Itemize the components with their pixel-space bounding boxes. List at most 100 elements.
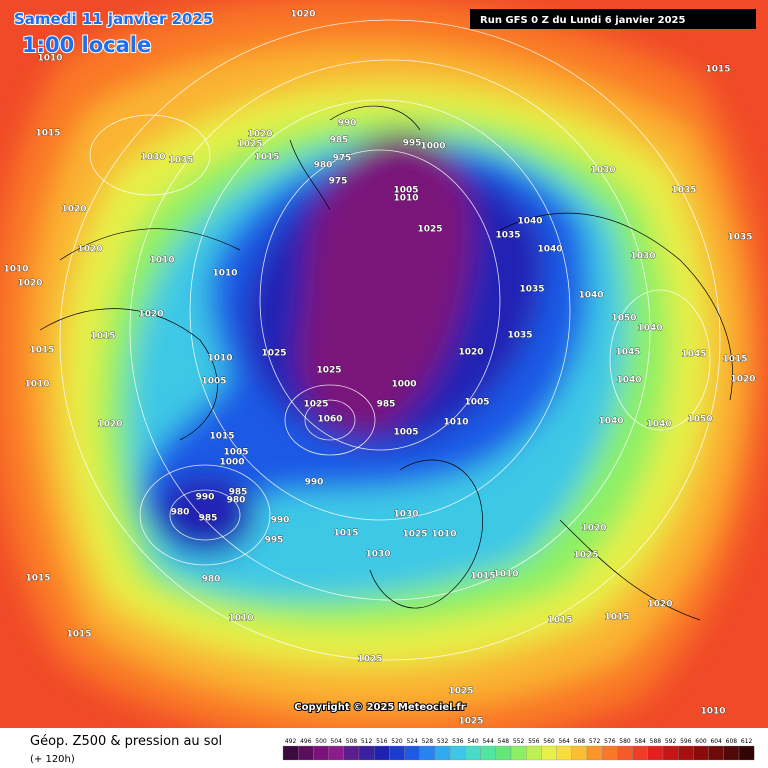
isobar-label: 1000 bbox=[391, 380, 416, 390]
map bbox=[0, 0, 768, 728]
isobar-label: 1040 bbox=[637, 324, 662, 334]
isobar-label: 1010 bbox=[431, 530, 456, 540]
isobar-label: 1020 bbox=[61, 205, 86, 215]
isobar-label: 980 bbox=[227, 496, 246, 506]
colorbar-label: 568 bbox=[574, 738, 586, 745]
isobar-label: 1050 bbox=[687, 415, 712, 425]
isobar-label: 1015 bbox=[604, 613, 629, 623]
colorbar-swatch bbox=[358, 745, 375, 761]
isobar-label: 1060 bbox=[317, 415, 342, 425]
colorbar-label: 492 bbox=[285, 738, 297, 745]
isobar-label: 985 bbox=[199, 514, 218, 524]
footer-lead: (+ 120h) bbox=[30, 754, 75, 765]
isobar-label: 1020 bbox=[17, 279, 42, 289]
isobar-label: 975 bbox=[333, 154, 352, 164]
isobar-label: 1020 bbox=[647, 600, 672, 610]
colorbar-swatch bbox=[495, 745, 512, 761]
isobar-label: 975 bbox=[329, 177, 348, 187]
colorbar-label: 596 bbox=[680, 738, 692, 745]
isobar-label: 1030 bbox=[630, 252, 655, 262]
colorbar-swatch bbox=[738, 745, 755, 761]
isobar-label: 1010 bbox=[493, 570, 518, 580]
colorbar-swatch bbox=[541, 745, 557, 761]
isobars bbox=[59, 19, 721, 661]
colorbar-swatch bbox=[389, 745, 405, 761]
colorbar-swatch bbox=[693, 745, 709, 761]
isobar-label: 990 bbox=[196, 493, 215, 503]
isobar-label: 1045 bbox=[615, 348, 640, 358]
isobar-label: 1040 bbox=[578, 291, 603, 301]
isobar-label: 1000 bbox=[420, 142, 445, 152]
colorbar-swatch bbox=[434, 745, 451, 761]
colorbar-label: 556 bbox=[528, 738, 540, 745]
coastlines bbox=[39, 105, 733, 621]
colorbar-label: 552 bbox=[513, 738, 525, 745]
isobar-label: 1020 bbox=[730, 375, 755, 385]
isobar-label: 1015 bbox=[470, 572, 495, 582]
isobar-label: 1010 bbox=[212, 269, 237, 279]
isobar-label: 1025 bbox=[237, 140, 262, 150]
colorbar-swatch bbox=[662, 745, 679, 761]
colorbar-label: 580 bbox=[619, 738, 631, 745]
isobar-label: 985 bbox=[229, 488, 248, 498]
colorbar-swatch bbox=[465, 745, 481, 761]
isobar-label: 1010 bbox=[228, 614, 253, 624]
isobar-label: 1025 bbox=[303, 400, 328, 410]
isobar-label: 985 bbox=[330, 136, 349, 146]
isobar-label: 1015 bbox=[209, 432, 234, 442]
isobar-label: 1030 bbox=[365, 550, 390, 560]
isobar-label: 1020 bbox=[290, 10, 315, 20]
isobar-label: 1015 bbox=[35, 129, 60, 139]
colorbar-label: 540 bbox=[467, 738, 479, 745]
isobar-label: 1035 bbox=[495, 231, 520, 241]
isobar-label: 1015 bbox=[25, 574, 50, 584]
isobar-label: 1025 bbox=[357, 655, 382, 665]
colorbar-label: 544 bbox=[482, 738, 494, 745]
isobar-label: 1040 bbox=[616, 376, 641, 386]
isobar-label: 995 bbox=[403, 139, 422, 149]
colorbar-label: 520 bbox=[391, 738, 403, 745]
colorbar-swatch bbox=[602, 745, 618, 761]
isobar-label: 1010 bbox=[443, 418, 468, 428]
isobar-label: 1005 bbox=[393, 428, 418, 438]
colorbar-swatch bbox=[708, 745, 724, 761]
colorbar-label: 588 bbox=[650, 738, 662, 745]
colorbar-label: 564 bbox=[558, 738, 570, 745]
isobar-label: 980 bbox=[314, 161, 333, 171]
colorbar-swatch bbox=[419, 745, 436, 761]
colorbar-swatch bbox=[480, 745, 496, 761]
isobar-label: 1030 bbox=[590, 166, 615, 176]
isobar-label: 1045 bbox=[681, 350, 706, 360]
isobar-label: 1015 bbox=[547, 616, 572, 626]
isobar-label: 1025 bbox=[573, 551, 598, 561]
isobar-label: 1035 bbox=[727, 233, 752, 243]
colorbar-swatch bbox=[313, 745, 329, 761]
isobar-label: 1050 bbox=[611, 314, 636, 324]
isobar-label: 1035 bbox=[519, 285, 544, 295]
colorbar-label: 504 bbox=[330, 738, 342, 745]
isobar-label: 995 bbox=[265, 536, 284, 546]
colorbar-label: 608 bbox=[726, 738, 738, 745]
isobar-label: 1020 bbox=[458, 348, 483, 358]
isobar-label: 1020 bbox=[138, 310, 163, 320]
colorbar-label: 536 bbox=[452, 738, 464, 745]
footer-title: Géop. Z500 & pression au sol bbox=[30, 734, 222, 749]
colorbar-label: 500 bbox=[315, 738, 327, 745]
isobar-label: 990 bbox=[338, 119, 357, 129]
isobar-label: 1000 bbox=[219, 458, 244, 468]
colorbar-label: 560 bbox=[543, 738, 555, 745]
copyright: Copyright © 2025 Meteociel.fr bbox=[294, 702, 465, 713]
isobar-label: 1010 bbox=[37, 54, 62, 64]
isobar-label: 1030 bbox=[393, 510, 418, 520]
colorbar-swatch bbox=[526, 745, 542, 761]
isobar-label: 1010 bbox=[700, 707, 725, 717]
isobar-label: 1025 bbox=[448, 687, 473, 697]
colorbar-label: 572 bbox=[589, 738, 601, 745]
isobar-label: 1005 bbox=[464, 398, 489, 408]
isobar-label: 1020 bbox=[581, 524, 606, 534]
isobar-label: 1040 bbox=[598, 417, 623, 427]
colorbar-swatch bbox=[586, 745, 603, 761]
isobar-label: 980 bbox=[202, 575, 221, 585]
